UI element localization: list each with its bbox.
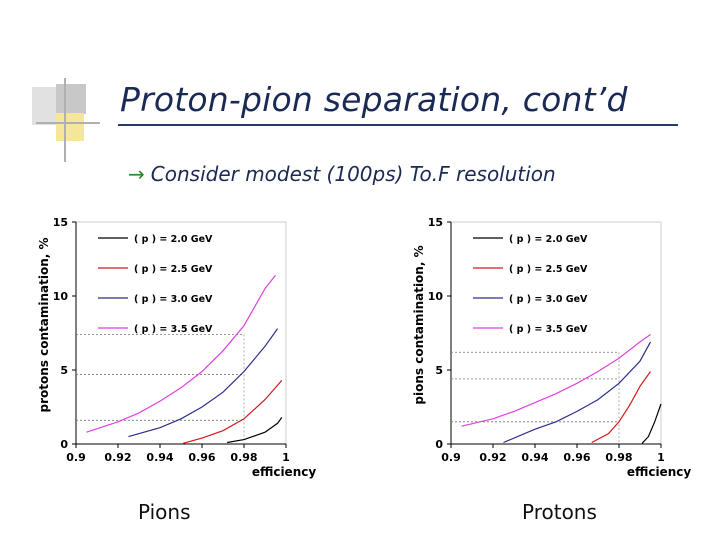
bullet-line: → Consider modest (100ps) To.F resolution [128, 162, 556, 186]
x-tick-label: 0.98 [230, 451, 257, 464]
caption-protons: Protons [522, 500, 597, 524]
y-tick-label: 10 [53, 290, 69, 303]
x-tick-label: 1 [282, 451, 290, 464]
x-axis-label: efficiency [252, 465, 317, 479]
x-tick-label: 0.92 [104, 451, 131, 464]
bullet-text: Consider modest (100ps) To.F resolution [150, 162, 556, 186]
x-tick-label: 0.9 [66, 451, 86, 464]
y-tick-label: 5 [435, 364, 443, 377]
series-line [86, 274, 276, 433]
legend-label: ( p ) = 2.0 GeV [134, 234, 213, 245]
legend-label: ( p ) = 2.5 GeV [134, 264, 213, 275]
deco-square-yellow [56, 113, 84, 141]
x-tick-label: 0.92 [479, 451, 506, 464]
series-line [128, 328, 279, 438]
series-line [641, 403, 662, 444]
y-tick-label: 0 [435, 438, 443, 451]
series-line [227, 417, 283, 444]
series-line [182, 380, 283, 444]
slide-title: Proton-pion separation, cont’d [120, 80, 628, 119]
legend-label: ( p ) = 3.5 GeV [134, 324, 213, 335]
arrow-right-icon: → [128, 162, 145, 186]
x-axis-label: efficiency [627, 465, 692, 479]
y-tick-label: 5 [60, 364, 68, 377]
plot-frame [450, 221, 662, 445]
y-axis-label: protons contamination, % [37, 238, 51, 413]
x-tick-label: 0.96 [563, 451, 590, 464]
title-rule [118, 124, 678, 126]
x-tick-label: 0.94 [521, 451, 548, 464]
x-tick-label: 0.94 [146, 451, 173, 464]
legend-label: ( p ) = 3.0 GeV [509, 294, 588, 305]
deco-line-horizontal [36, 122, 100, 124]
plot-frame [75, 221, 287, 445]
y-tick-label: 10 [428, 290, 444, 303]
x-tick-label: 1 [657, 451, 665, 464]
legend-label: ( p ) = 2.5 GeV [509, 264, 588, 275]
y-axis-label: pions contamination, % [412, 245, 426, 404]
series-line [503, 341, 652, 444]
series-line [461, 334, 651, 427]
y-tick-label: 15 [428, 216, 443, 229]
series-line [591, 371, 651, 444]
y-tick-label: 15 [53, 216, 68, 229]
deco-line-vertical [64, 78, 66, 162]
x-tick-label: 0.9 [441, 451, 461, 464]
legend-label: ( p ) = 3.0 GeV [134, 294, 213, 305]
legend-label: ( p ) = 2.0 GeV [509, 234, 588, 245]
deco-square-mid [56, 84, 86, 114]
legend-label: ( p ) = 3.5 GeV [509, 324, 588, 335]
x-tick-label: 0.98 [605, 451, 632, 464]
y-tick-label: 0 [60, 438, 68, 451]
x-tick-label: 0.96 [188, 451, 215, 464]
caption-pions: Pions [138, 500, 191, 524]
